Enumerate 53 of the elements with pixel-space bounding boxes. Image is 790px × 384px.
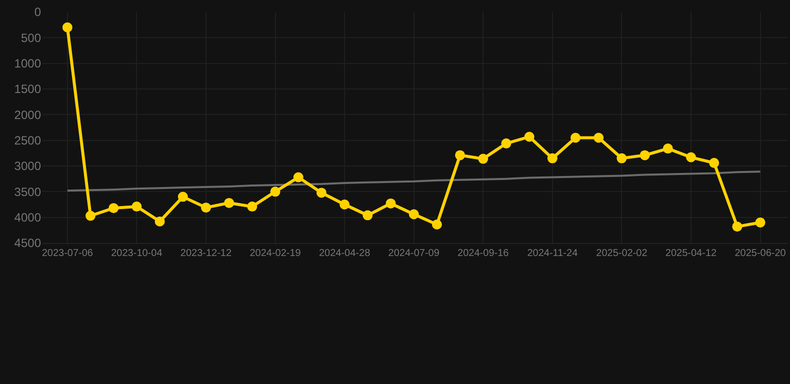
- y-tick-label: 1000: [14, 56, 42, 71]
- point: [547, 153, 558, 164]
- point: [662, 144, 673, 154]
- point: [732, 222, 742, 232]
- x-tick-label: 2025-02-02: [596, 248, 648, 259]
- point: [455, 150, 466, 160]
- point: [686, 152, 696, 162]
- x-tick-label: 2024-11-24: [527, 248, 578, 259]
- point: [86, 210, 96, 221]
- point: [178, 192, 188, 202]
- point: [62, 22, 72, 32]
- point: [386, 198, 396, 208]
- y-tick-label: 0: [34, 5, 42, 20]
- x-tick-label: 2024-04-28: [318, 248, 371, 259]
- y-tick-label: 1500: [14, 82, 42, 96]
- x-tick-label: 2024-07-09: [388, 248, 440, 259]
- y-tick-label: 3000: [14, 159, 42, 174]
- point: [362, 210, 373, 220]
- y-tick-label: 4000: [14, 210, 42, 225]
- point: [570, 132, 581, 143]
- line-series: [66, 170, 762, 192]
- point: [293, 172, 304, 182]
- point: [524, 132, 534, 142]
- x-tick-label: 2023-07-06: [42, 248, 94, 259]
- y-tick-label: 3500: [14, 184, 42, 199]
- point: [432, 220, 442, 230]
- point: [640, 150, 650, 160]
- point: [501, 138, 512, 148]
- point: [755, 217, 766, 228]
- point: [154, 216, 165, 226]
- point: [408, 209, 419, 220]
- x-tick-label: 2024-02-19: [250, 248, 302, 259]
- point: [616, 153, 627, 164]
- x-tick-label: 2023-12-12: [180, 248, 232, 259]
- y-tick-label: 2000: [14, 108, 42, 122]
- point: [478, 154, 488, 164]
- y-tick-label: 2500: [14, 134, 42, 148]
- point: [709, 158, 720, 168]
- point: [132, 202, 142, 212]
- point: [594, 132, 604, 143]
- point: [340, 200, 350, 210]
- point: [270, 186, 280, 197]
- point: [224, 198, 234, 208]
- x-tick-label: 2025-04-12: [665, 248, 718, 259]
- point: [247, 202, 258, 212]
- y-tick-label: 500: [20, 30, 42, 45]
- x-tick-label: 2024-09-16: [458, 248, 510, 259]
- point: [316, 188, 326, 198]
- point: [200, 202, 211, 213]
- point: [108, 203, 119, 214]
- x-tick-label: 2025-06-20: [734, 248, 786, 259]
- x-tick-label: 2023-10-04: [111, 248, 163, 259]
- y-tick-label: 4500: [14, 236, 42, 250]
